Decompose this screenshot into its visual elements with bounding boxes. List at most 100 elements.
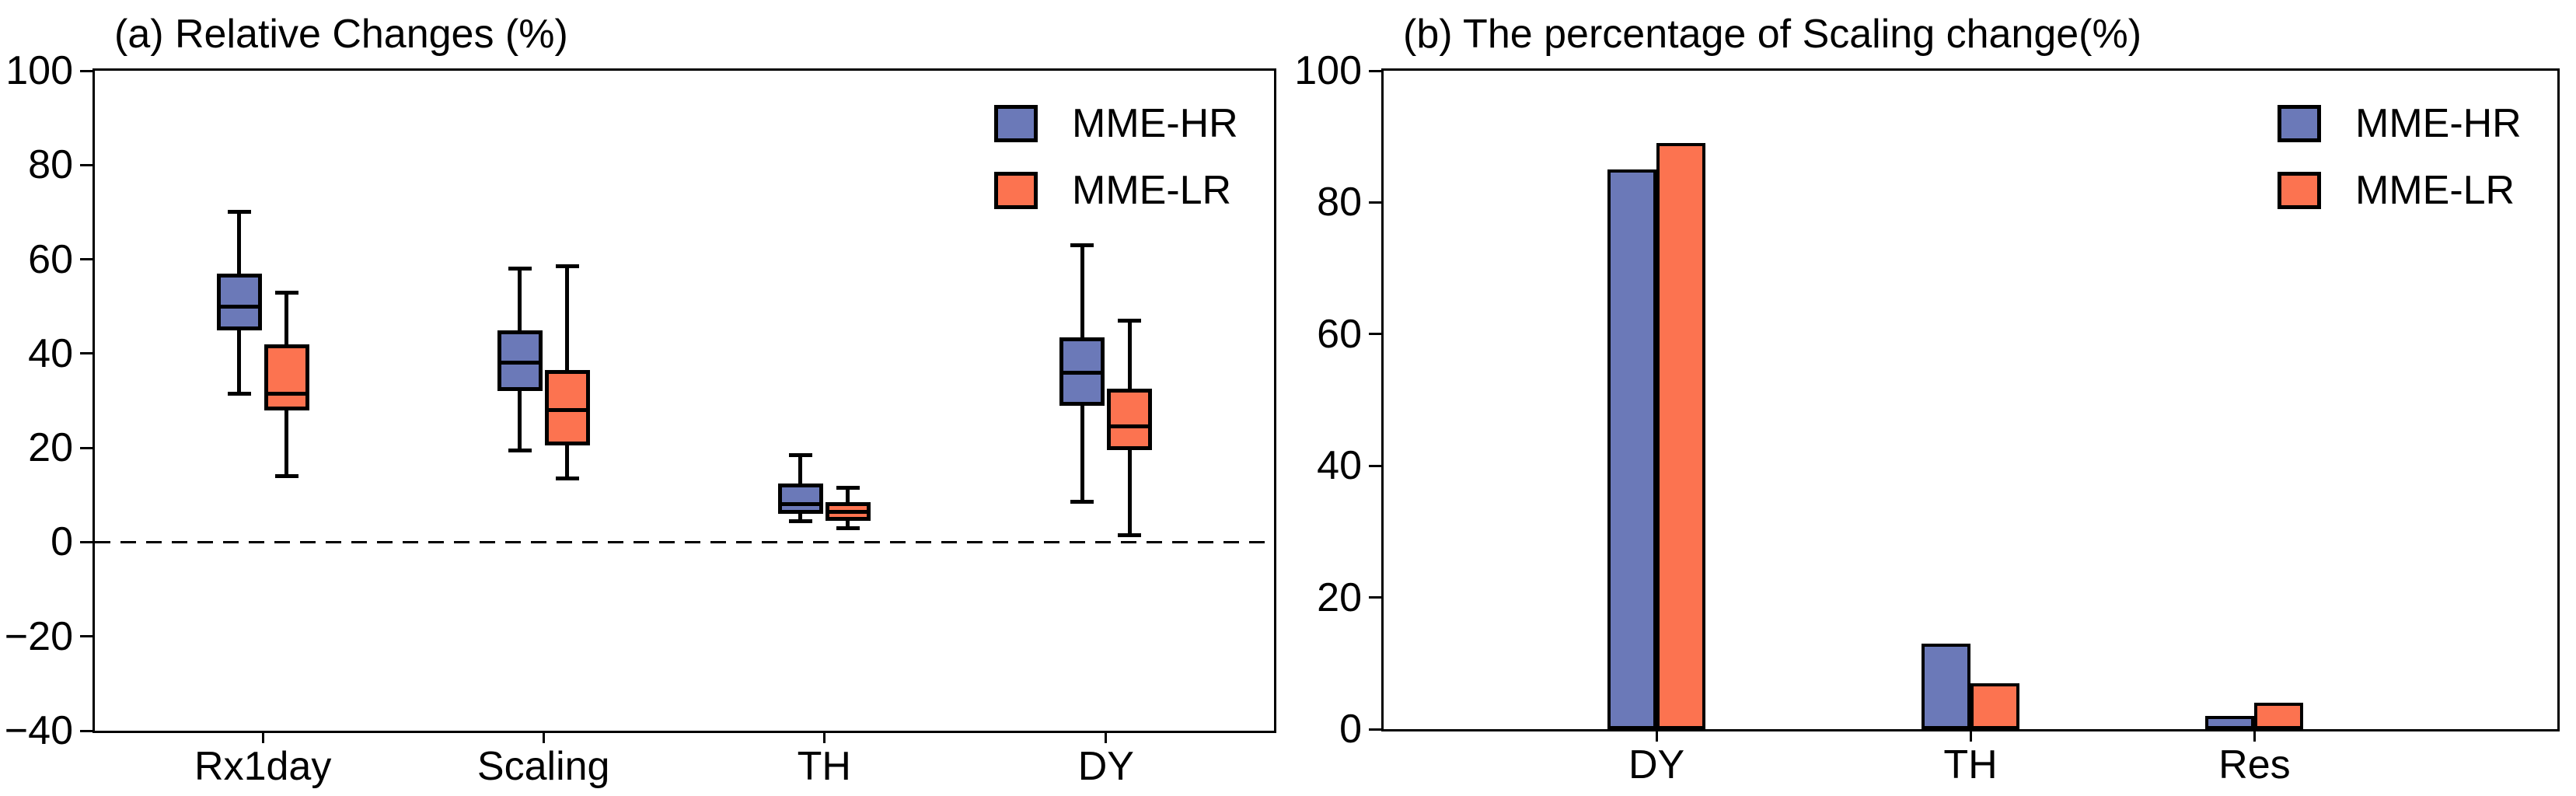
y-tick-label: 40: [28, 330, 73, 376]
whisker-lower-cap: [227, 391, 251, 396]
x-tick-label: DY: [1077, 744, 1134, 789]
x-tick-mark: [1105, 731, 1108, 743]
whisker-upper-cap: [227, 210, 251, 215]
bar-mme-hr-dy: [1607, 169, 1657, 729]
bar-mme-lr-dy: [1656, 143, 1706, 729]
legend-label-mme-hr: MME-HR: [2355, 101, 2522, 146]
whisker-lower-cap: [555, 477, 579, 481]
panel-b-title: (b) The percentage of Scaling change(%): [1403, 12, 2142, 57]
y-tick-label: −20: [4, 613, 73, 659]
y-tick-mark: [80, 163, 92, 166]
y-tick-mark: [1369, 464, 1381, 467]
boxplot-box-mme-lr: [1107, 389, 1153, 451]
y-tick-mark: [1369, 728, 1381, 731]
bar-mme-lr-res: [2254, 703, 2304, 729]
x-tick-label: TH: [797, 744, 851, 789]
panel-b-plot-area: MME-HR MME-LR 100 80 60 40 20 0 DY TH Res: [1294, 49, 2560, 787]
whisker-upper-cap: [1118, 318, 1142, 323]
x-tick-mark: [542, 731, 545, 743]
whisker-lower-cap: [508, 448, 532, 452]
bar-mme-hr-th: [1922, 643, 1970, 729]
y-tick-label: 60: [1317, 311, 1362, 357]
whisker-upper-stem: [284, 292, 289, 344]
panel-a-plot-area: MME-HR MME-LR 100 80 60 40 20 0 −20 −40 Rx1day Sc…: [5, 49, 1276, 788]
boxplot-median-line: [1107, 424, 1153, 429]
boxplot-median-line: [216, 304, 262, 309]
boxplot-median-line: [497, 361, 543, 365]
whisker-lower-cap: [1070, 500, 1094, 504]
whisker-upper-cap: [1070, 243, 1094, 247]
boxplot-box-mme-hr: [777, 483, 823, 515]
panel-b-legend: MME-HR MME-LR: [2278, 103, 2522, 211]
whisker-upper-stem: [846, 487, 850, 502]
y-tick-label: 20: [1317, 574, 1362, 620]
x-tick-label: TH: [1943, 742, 1998, 787]
bar-mme-hr-res: [2205, 716, 2255, 729]
y-tick-mark: [1369, 69, 1381, 72]
x-tick-label: DY: [1628, 742, 1685, 787]
legend-swatch-mme-lr: [2278, 172, 2321, 209]
legend-item-mme-hr: MME-HR: [2278, 103, 2522, 144]
whisker-upper-stem: [565, 266, 570, 371]
x-tick-mark: [261, 731, 264, 743]
y-tick-label: 60: [28, 236, 73, 282]
boxplot-median-line: [544, 408, 590, 413]
y-tick-label: 100: [1294, 48, 1362, 93]
whisker-upper-cap: [836, 486, 860, 491]
y-tick-label: 0: [51, 519, 73, 565]
y-tick-label: 40: [1317, 443, 1362, 489]
y-tick-mark: [1369, 201, 1381, 204]
whisker-upper-cap: [508, 267, 532, 271]
x-tick-mark: [1969, 729, 1972, 742]
panel-a-title: (a) Relative Changes (%): [114, 12, 568, 57]
x-tick-mark: [822, 731, 826, 743]
zero-reference-line: [95, 540, 1274, 543]
y-tick-mark: [80, 69, 92, 72]
legend-item-mme-lr: MME-LR: [994, 170, 1238, 211]
whisker-lower-stem: [846, 521, 850, 529]
legend-item-mme-hr: MME-HR: [994, 103, 1238, 144]
boxplot-median-line: [825, 509, 871, 514]
x-tick-label: Rx1day: [194, 744, 332, 789]
y-tick-label: 80: [28, 142, 73, 188]
whisker-upper-stem: [1127, 320, 1132, 389]
y-tick-mark: [80, 258, 92, 261]
whisker-lower-stem: [1127, 450, 1132, 536]
legend-label-mme-lr: MME-LR: [2355, 168, 2515, 213]
boxplot-median-line: [264, 391, 309, 396]
whisker-lower-cap: [836, 525, 860, 530]
whisker-lower-cap: [788, 518, 812, 523]
legend-swatch-mme-hr: [2278, 105, 2321, 142]
whisker-lower-cap: [274, 474, 298, 479]
y-tick-label: −40: [4, 708, 73, 753]
y-tick-mark: [80, 352, 92, 355]
x-tick-label: Res: [2218, 742, 2291, 787]
boxplot-box-mme-lr: [544, 370, 590, 446]
legend-swatch-mme-hr: [994, 105, 1038, 142]
boxplot-median-line: [777, 502, 823, 507]
whisker-upper-stem: [798, 455, 803, 484]
whisker-lower-stem: [237, 330, 242, 394]
y-tick-mark: [80, 446, 92, 449]
y-tick-label: 100: [5, 48, 73, 93]
boxplot-median-line: [1059, 370, 1105, 375]
y-tick-mark: [80, 540, 92, 543]
y-tick-mark: [1369, 333, 1381, 336]
legend-item-mme-lr: MME-LR: [2278, 170, 2522, 211]
boxplot-box-mme-hr: [216, 273, 262, 330]
legend-swatch-mme-lr: [994, 172, 1038, 209]
x-tick-mark: [2253, 729, 2256, 742]
bar-mme-lr-th: [1970, 683, 2019, 729]
legend-label-mme-hr: MME-HR: [1072, 101, 1238, 146]
whisker-lower-stem: [565, 445, 570, 479]
y-tick-mark: [80, 729, 92, 732]
whisker-lower-cap: [1118, 532, 1142, 537]
whisker-lower-stem: [518, 391, 522, 451]
x-tick-mark: [1655, 729, 1658, 742]
y-tick-mark: [1369, 596, 1381, 599]
boxplot-box-mme-lr: [264, 344, 309, 410]
whisker-upper-cap: [555, 264, 579, 269]
panel-a-legend: MME-HR MME-LR: [994, 103, 1238, 211]
whisker-lower-stem: [284, 410, 289, 477]
